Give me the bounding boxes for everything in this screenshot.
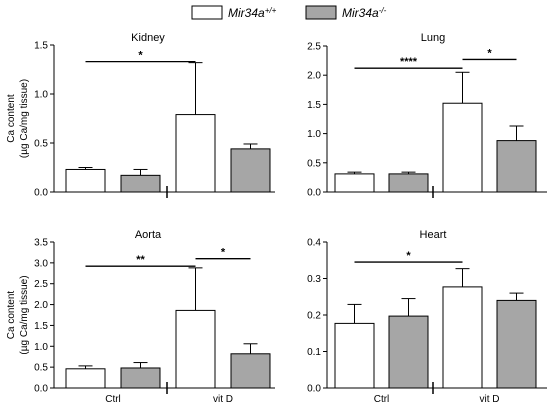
y-tick-label: 0.5 xyxy=(34,363,48,374)
y-axis-label: Ca content xyxy=(6,94,17,143)
bar xyxy=(388,315,429,389)
legend-label: Mir34a-/- xyxy=(342,6,387,20)
bar xyxy=(334,322,375,389)
bar xyxy=(120,367,161,389)
x-category-label: Ctrl xyxy=(105,394,121,405)
significance-label: * xyxy=(406,250,411,262)
legend-item: Mir34a-/- xyxy=(305,5,387,20)
bar xyxy=(230,353,271,389)
y-tick-label: 0.4 xyxy=(307,238,321,249)
legend-item: Mir34a+/+ xyxy=(191,5,277,20)
y-tick-label: 0.5 xyxy=(34,139,48,150)
panel-kidney: Kidney 0.0 0.5 1.0 1.5 * Ca content (µg Ca/mg t… xyxy=(6,32,275,199)
y-tick-label: 0.1 xyxy=(307,347,321,358)
bar xyxy=(388,173,429,193)
significance-label: * xyxy=(221,247,226,259)
panel-heart: Heart 0.0 0.1 0.2 0.3 0.4 * Ctrl vit D xyxy=(307,229,547,405)
y-tick-label: 1.5 xyxy=(307,100,321,111)
panel-title: Aorta xyxy=(135,229,162,241)
significance-label: * xyxy=(138,50,143,62)
legend-label: Mir34a+/+ xyxy=(228,6,277,20)
y-tick-label: 0.2 xyxy=(307,311,321,322)
bar xyxy=(120,174,161,193)
y-tick-label: 1.0 xyxy=(307,129,321,140)
legend-swatch xyxy=(305,5,337,20)
bar xyxy=(442,102,483,193)
bar xyxy=(65,368,106,389)
bar xyxy=(175,114,216,193)
panel-title: Heart xyxy=(420,229,447,241)
bar xyxy=(496,140,537,193)
y-axis-label: Ca content xyxy=(6,291,17,340)
y-tick-label: 0.3 xyxy=(307,274,321,285)
y-tick-label: 2.0 xyxy=(34,300,48,311)
y-tick-label: 2.5 xyxy=(34,279,48,290)
significance-label: **** xyxy=(400,56,418,68)
panel-title: Kidney xyxy=(131,32,165,44)
bar xyxy=(496,299,537,389)
y-tick-label: 0.0 xyxy=(307,384,321,395)
bar xyxy=(65,168,106,193)
x-category-label: Ctrl xyxy=(374,394,390,405)
significance-label: ** xyxy=(136,254,145,266)
y-tick-label: 1.5 xyxy=(34,41,48,52)
y-tick-label: 2.0 xyxy=(307,71,321,82)
y-tick-label: 1.0 xyxy=(34,342,48,353)
y-tick-label: 1.0 xyxy=(34,90,48,101)
y-tick-label: 2.5 xyxy=(307,42,321,53)
legend-swatch xyxy=(191,5,223,20)
panel-title: Lung xyxy=(421,32,445,44)
bar xyxy=(230,148,271,193)
y-tick-label: 0.5 xyxy=(307,158,321,169)
x-category-label: vit D xyxy=(213,394,233,405)
y-tick-label: 0.0 xyxy=(307,188,321,199)
y-tick-label: 3.0 xyxy=(34,258,48,269)
x-category-label: vit D xyxy=(480,394,500,405)
bar xyxy=(175,309,216,389)
y-axis-label: (µg Ca/mg tissue) xyxy=(19,79,30,158)
y-tick-label: 0.0 xyxy=(34,188,48,199)
y-axis-label: (µg Ca/mg tissue) xyxy=(19,275,30,354)
y-tick-label: 0.0 xyxy=(34,384,48,395)
y-tick-label: 1.5 xyxy=(34,321,48,332)
bar xyxy=(442,286,483,389)
bar xyxy=(334,173,375,193)
significance-label: * xyxy=(487,47,492,59)
y-tick-label: 3.5 xyxy=(34,238,48,249)
